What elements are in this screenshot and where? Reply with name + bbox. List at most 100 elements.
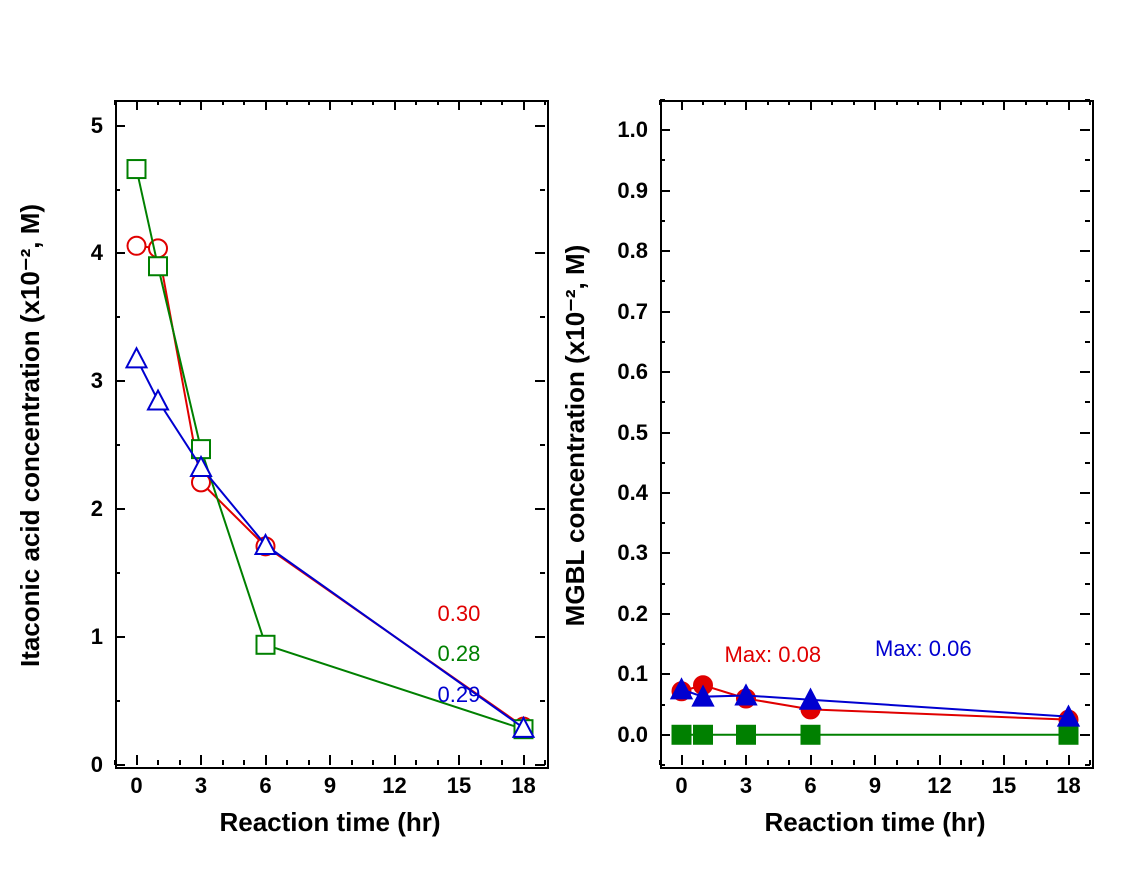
- x-tick-minor: [702, 760, 704, 765]
- x-tick-minor: [702, 100, 704, 105]
- x-tick-major: [1068, 755, 1070, 765]
- y-tick-label: 0.5: [598, 420, 648, 446]
- y-tick-minor: [660, 280, 665, 282]
- y-tick-major: [1080, 673, 1090, 675]
- y-tick-major: [660, 129, 670, 131]
- y-tick-minor: [1085, 341, 1090, 343]
- y-tick-major: [660, 190, 670, 192]
- y-tick-label: 0.3: [598, 540, 648, 566]
- y-tick-major: [660, 734, 670, 736]
- y-tick-major: [1080, 432, 1090, 434]
- y-tick-major: [660, 311, 670, 313]
- series-square-filled-marker: [673, 726, 691, 744]
- y-tick-minor: [1085, 764, 1090, 766]
- y-tick-minor: [1085, 159, 1090, 161]
- annot-max-1: Max: 0.08: [725, 642, 822, 668]
- right-panel: MGBL concentration (x10⁻², M) Reaction t…: [0, 0, 1122, 885]
- y-tick-minor: [1085, 99, 1090, 101]
- y-tick-minor: [660, 704, 665, 706]
- figure-root: Itaconic acid concentration (x10⁻², M) R…: [0, 0, 1122, 885]
- y-tick-major: [660, 613, 670, 615]
- x-tick-label: 9: [869, 773, 881, 799]
- series-square-filled-marker: [1060, 726, 1078, 744]
- x-tick-major: [939, 755, 941, 765]
- series-square-filled-marker: [802, 726, 820, 744]
- y-tick-minor: [660, 159, 665, 161]
- x-tick-major: [1068, 100, 1070, 110]
- x-tick-minor: [724, 100, 726, 105]
- right-x-axis-label: Reaction time (hr): [660, 807, 1090, 838]
- x-tick-minor: [853, 760, 855, 765]
- x-tick-minor: [982, 760, 984, 765]
- x-tick-minor: [896, 100, 898, 105]
- x-tick-major: [745, 755, 747, 765]
- y-tick-minor: [660, 583, 665, 585]
- y-tick-label: 0.2: [598, 601, 648, 627]
- x-tick-minor: [917, 760, 919, 765]
- x-tick-minor: [831, 100, 833, 105]
- x-tick-major: [810, 755, 812, 765]
- x-tick-minor: [1046, 100, 1048, 105]
- y-tick-minor: [1085, 280, 1090, 282]
- x-tick-minor: [724, 760, 726, 765]
- y-tick-major: [1080, 250, 1090, 252]
- x-tick-minor: [896, 760, 898, 765]
- y-tick-major: [1080, 492, 1090, 494]
- x-tick-major: [1003, 100, 1005, 110]
- y-tick-major: [660, 673, 670, 675]
- x-tick-major: [810, 100, 812, 110]
- y-tick-minor: [1085, 643, 1090, 645]
- annot-max-2: Max: 0.06: [875, 636, 972, 662]
- y-tick-label: 0.1: [598, 661, 648, 687]
- x-tick-minor: [960, 760, 962, 765]
- y-tick-label: 0.7: [598, 299, 648, 325]
- y-tick-minor: [1085, 583, 1090, 585]
- x-tick-label: 18: [1056, 773, 1080, 799]
- x-tick-major: [874, 755, 876, 765]
- right-y-axis-label: MGBL concentration (x10⁻², M): [560, 103, 591, 768]
- y-tick-minor: [1085, 220, 1090, 222]
- y-tick-major: [1080, 613, 1090, 615]
- x-tick-minor: [767, 760, 769, 765]
- y-tick-major: [660, 552, 670, 554]
- y-tick-label: 0.9: [598, 178, 648, 204]
- y-tick-minor: [660, 99, 665, 101]
- y-tick-label: 0.6: [598, 359, 648, 385]
- y-tick-major: [1080, 311, 1090, 313]
- y-tick-major: [660, 492, 670, 494]
- y-tick-major: [660, 432, 670, 434]
- y-tick-major: [1080, 129, 1090, 131]
- y-tick-minor: [660, 341, 665, 343]
- y-tick-minor: [660, 401, 665, 403]
- y-tick-major: [1080, 734, 1090, 736]
- y-tick-minor: [660, 764, 665, 766]
- y-tick-minor: [1085, 522, 1090, 524]
- y-tick-minor: [1085, 704, 1090, 706]
- y-tick-minor: [1085, 462, 1090, 464]
- y-tick-major: [660, 371, 670, 373]
- x-tick-minor: [1025, 760, 1027, 765]
- y-tick-minor: [1085, 401, 1090, 403]
- x-tick-minor: [788, 100, 790, 105]
- x-tick-minor: [831, 760, 833, 765]
- x-tick-label: 15: [992, 773, 1016, 799]
- y-tick-major: [1080, 190, 1090, 192]
- x-tick-minor: [917, 100, 919, 105]
- series-square-filled-marker: [694, 726, 712, 744]
- y-tick-label: 0.0: [598, 722, 648, 748]
- x-tick-minor: [982, 100, 984, 105]
- x-tick-label: 12: [927, 773, 951, 799]
- y-tick-label: 0.4: [598, 480, 648, 506]
- y-tick-minor: [660, 462, 665, 464]
- x-tick-label: 6: [804, 773, 816, 799]
- y-tick-minor: [660, 522, 665, 524]
- x-tick-minor: [788, 760, 790, 765]
- x-tick-label: 3: [740, 773, 752, 799]
- y-tick-label: 1.0: [598, 117, 648, 143]
- y-tick-major: [1080, 371, 1090, 373]
- x-tick-minor: [1025, 100, 1027, 105]
- y-tick-minor: [660, 643, 665, 645]
- x-tick-minor: [1046, 760, 1048, 765]
- series-square-filled-marker: [737, 726, 755, 744]
- y-tick-minor: [660, 220, 665, 222]
